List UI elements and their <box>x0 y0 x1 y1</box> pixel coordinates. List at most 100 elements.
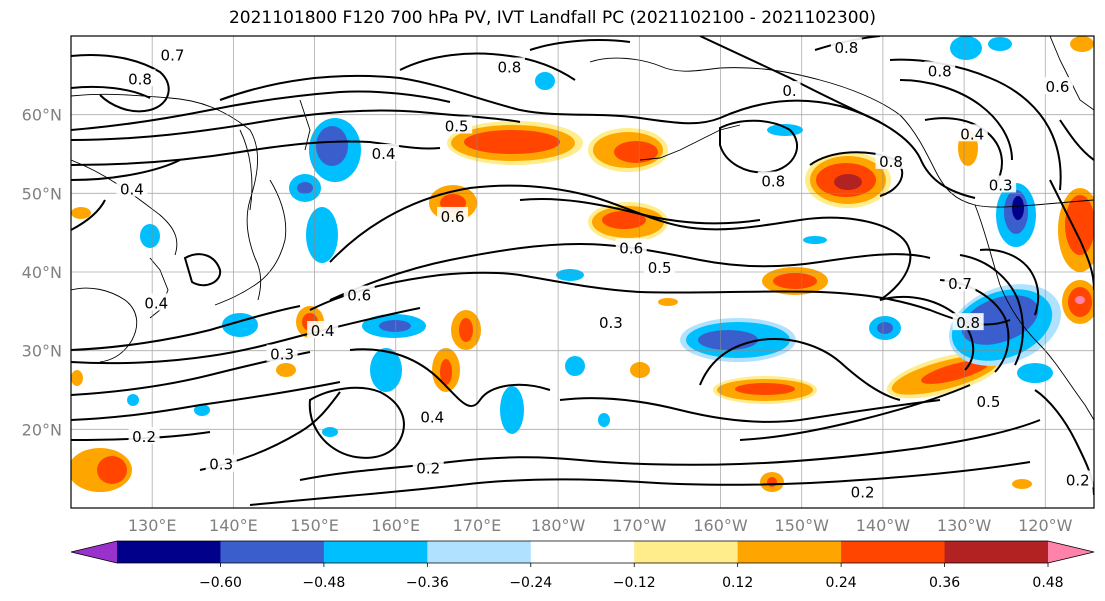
contour-label: 0.2 <box>132 428 156 446</box>
lat-tick-label: 60°N <box>22 106 62 125</box>
contour-label-bg <box>830 37 862 55</box>
colorbar-segment <box>737 541 842 563</box>
lon-tick-label: 130°E <box>128 516 177 535</box>
contour-label-bg <box>847 482 879 500</box>
contour-label: 0.2 <box>416 460 440 478</box>
contour-label-bg <box>757 171 789 189</box>
latitude-labels: 20°N 30°N 40°N 50°N 60°N <box>22 106 62 440</box>
colorbar-tick-label: −0.60 <box>199 575 242 591</box>
contour-label-bg <box>416 407 448 425</box>
contour-label: 0.8 <box>761 173 785 191</box>
contour-label: 0.5 <box>445 117 469 135</box>
contour-label: 0.3 <box>599 314 623 332</box>
colorbar-tick-label: −0.36 <box>406 575 449 591</box>
contour-label: 0.6 <box>347 287 371 305</box>
lon-tick-label: 160°E <box>371 516 420 535</box>
contour-label-bg <box>1062 470 1094 488</box>
colorbar-segment <box>117 541 221 563</box>
contour-label: 0.4 <box>311 322 335 340</box>
contour-label: 0.3 <box>989 176 1013 194</box>
colorbar-tick-label: −0.12 <box>613 575 656 591</box>
contour-label: 0.5 <box>977 393 1001 411</box>
colorbar-segment <box>841 541 946 563</box>
contour-label-bg <box>124 69 156 87</box>
contour-labels: 0.7 0.8 0.8 0.8 0.8 0.6 0. 0.5 0.4 0.4 0.4 0.3 0.8 0.… <box>116 37 1094 501</box>
map-title: 2021101800 F120 700 hPa PV, IVT Landfall… <box>228 8 876 28</box>
lon-tick-label: 140°E <box>209 516 258 535</box>
contour-label-bg <box>156 45 188 63</box>
contour-label-bg <box>985 175 1017 193</box>
contour-label: 0.8 <box>928 62 952 80</box>
longitude-labels: 130°E 140°E 150°E 160°E 170°E 180°W 170°W 160°W… <box>128 516 1073 535</box>
colorbar-tick-label: 0.12 <box>722 575 753 591</box>
contour-label: 0.5 <box>648 259 672 277</box>
contour-label: 0.4 <box>120 180 144 198</box>
contour-label: 0.6 <box>441 208 465 226</box>
contour-label-bg <box>437 206 469 224</box>
contour-label-bg <box>493 57 525 75</box>
lon-tick-label: 120°W <box>1018 516 1073 535</box>
contour-label: 0.8 <box>956 314 980 332</box>
contour-label: 0.3 <box>270 346 294 364</box>
contour-label-bg <box>266 344 298 362</box>
contour-label-bg <box>956 124 988 142</box>
contour-label-bg <box>343 285 375 303</box>
colorbar-segment <box>944 541 1049 563</box>
contour-label-bg <box>412 458 444 476</box>
map-frame <box>70 35 1095 509</box>
lon-tick-label: 140°W <box>856 516 911 535</box>
contour-label: 0.8 <box>834 39 858 57</box>
contour-label: 0. <box>782 82 796 100</box>
colorbar-tick-label: 0.48 <box>1032 575 1063 591</box>
contour-label: 0.4 <box>144 294 168 312</box>
contour-label-bg <box>944 273 976 291</box>
contour-label-bg <box>1041 77 1073 95</box>
lat-tick-label: 20°N <box>22 420 62 439</box>
coastlines <box>71 36 1094 421</box>
contour-label-bg <box>778 81 801 99</box>
colorbar-segment <box>220 541 325 563</box>
colorbar-segment <box>530 541 635 563</box>
colorbar-extend-max <box>1048 541 1094 563</box>
contour-label: 0.8 <box>497 58 521 76</box>
contour-label-bg <box>140 293 172 311</box>
colorbar-tick-label: 0.24 <box>826 575 857 591</box>
colorbar-segment <box>634 541 739 563</box>
contour-label-bg <box>875 151 907 169</box>
contour-label: 0.8 <box>128 70 152 88</box>
contour-label: 0.8 <box>879 153 903 171</box>
lat-tick-label: 40°N <box>22 263 62 282</box>
colorbar-segment <box>427 541 532 563</box>
contour-label-bg <box>924 61 956 79</box>
contour-label: 0.2 <box>1066 471 1090 489</box>
colorbar-tick-label: 0.36 <box>929 575 960 591</box>
contour-label-bg <box>128 427 160 445</box>
contour-label-bg <box>368 144 400 161</box>
colorbar-tick-label: −0.24 <box>509 575 552 591</box>
contour-label: 0.4 <box>372 145 396 163</box>
colorbar-tick-labels: −0.60 −0.48 −0.36 −0.24 −0.12 0.12 0.24 0.36 0.4… <box>199 563 1064 591</box>
lat-tick-label: 50°N <box>22 184 62 203</box>
contour-label-bg <box>595 313 627 331</box>
lon-tick-label: 150°W <box>775 516 830 535</box>
lon-tick-label: 160°W <box>693 516 748 535</box>
contour-label-bg <box>307 321 339 338</box>
colorbar-segment <box>323 541 428 563</box>
lon-tick-label: 130°W <box>937 516 992 535</box>
contour-label-bg <box>644 258 676 276</box>
contour-label: 0.7 <box>948 275 972 293</box>
contour-label: 0.4 <box>420 409 444 427</box>
contour-label-bg <box>615 238 647 256</box>
colorbar-tick-label: −0.48 <box>302 575 345 591</box>
contour-label: 0.4 <box>960 125 984 143</box>
contour-label: 0.7 <box>161 47 185 65</box>
lon-tick-label: 170°W <box>612 516 667 535</box>
contour-label-bg <box>972 391 1004 409</box>
colorbar <box>70 540 1095 564</box>
contour-label: 0.3 <box>209 456 233 474</box>
contour-label-bg <box>952 313 984 331</box>
contour-label: 0.2 <box>851 483 875 501</box>
contour-label: 0.6 <box>619 239 643 257</box>
contour-label-bg <box>441 116 473 134</box>
